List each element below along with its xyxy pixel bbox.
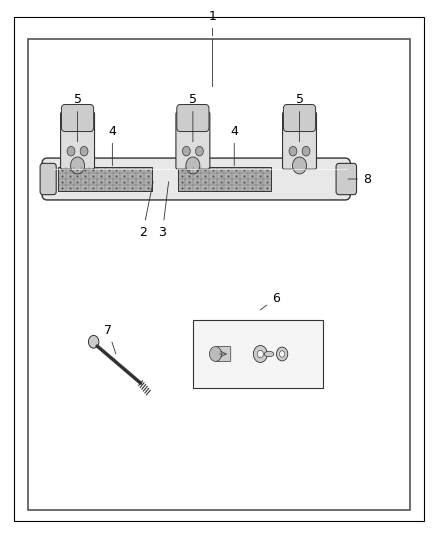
FancyBboxPatch shape <box>336 164 357 195</box>
FancyBboxPatch shape <box>42 158 350 200</box>
Circle shape <box>276 347 288 361</box>
Text: 1: 1 <box>208 10 216 36</box>
Bar <box>28 38 410 511</box>
Bar <box>178 167 271 191</box>
Text: 4: 4 <box>230 125 238 166</box>
Circle shape <box>253 345 267 362</box>
Circle shape <box>71 157 85 174</box>
Circle shape <box>302 147 310 156</box>
FancyBboxPatch shape <box>60 112 95 169</box>
Bar <box>58 167 152 191</box>
FancyBboxPatch shape <box>177 104 209 132</box>
Text: 3: 3 <box>159 182 169 239</box>
FancyBboxPatch shape <box>61 104 94 132</box>
Circle shape <box>67 147 75 156</box>
Circle shape <box>209 346 222 361</box>
Circle shape <box>183 147 190 156</box>
Text: 5: 5 <box>189 93 197 142</box>
Circle shape <box>279 351 285 357</box>
Bar <box>193 319 323 389</box>
Text: 6: 6 <box>260 292 279 310</box>
Circle shape <box>80 147 88 156</box>
Text: 2: 2 <box>139 182 153 239</box>
FancyBboxPatch shape <box>40 164 56 195</box>
Text: 8: 8 <box>348 173 371 185</box>
Text: 7: 7 <box>104 324 116 354</box>
FancyBboxPatch shape <box>283 112 317 169</box>
Text: 4: 4 <box>109 125 117 166</box>
Circle shape <box>88 335 99 348</box>
Text: 5: 5 <box>296 93 304 142</box>
Circle shape <box>289 147 297 156</box>
Circle shape <box>195 147 203 156</box>
Circle shape <box>293 157 307 174</box>
Ellipse shape <box>264 351 274 357</box>
Text: 5: 5 <box>74 93 81 142</box>
Circle shape <box>257 350 263 358</box>
FancyBboxPatch shape <box>176 112 210 169</box>
Circle shape <box>186 157 200 174</box>
FancyBboxPatch shape <box>283 104 316 132</box>
FancyBboxPatch shape <box>216 346 231 361</box>
